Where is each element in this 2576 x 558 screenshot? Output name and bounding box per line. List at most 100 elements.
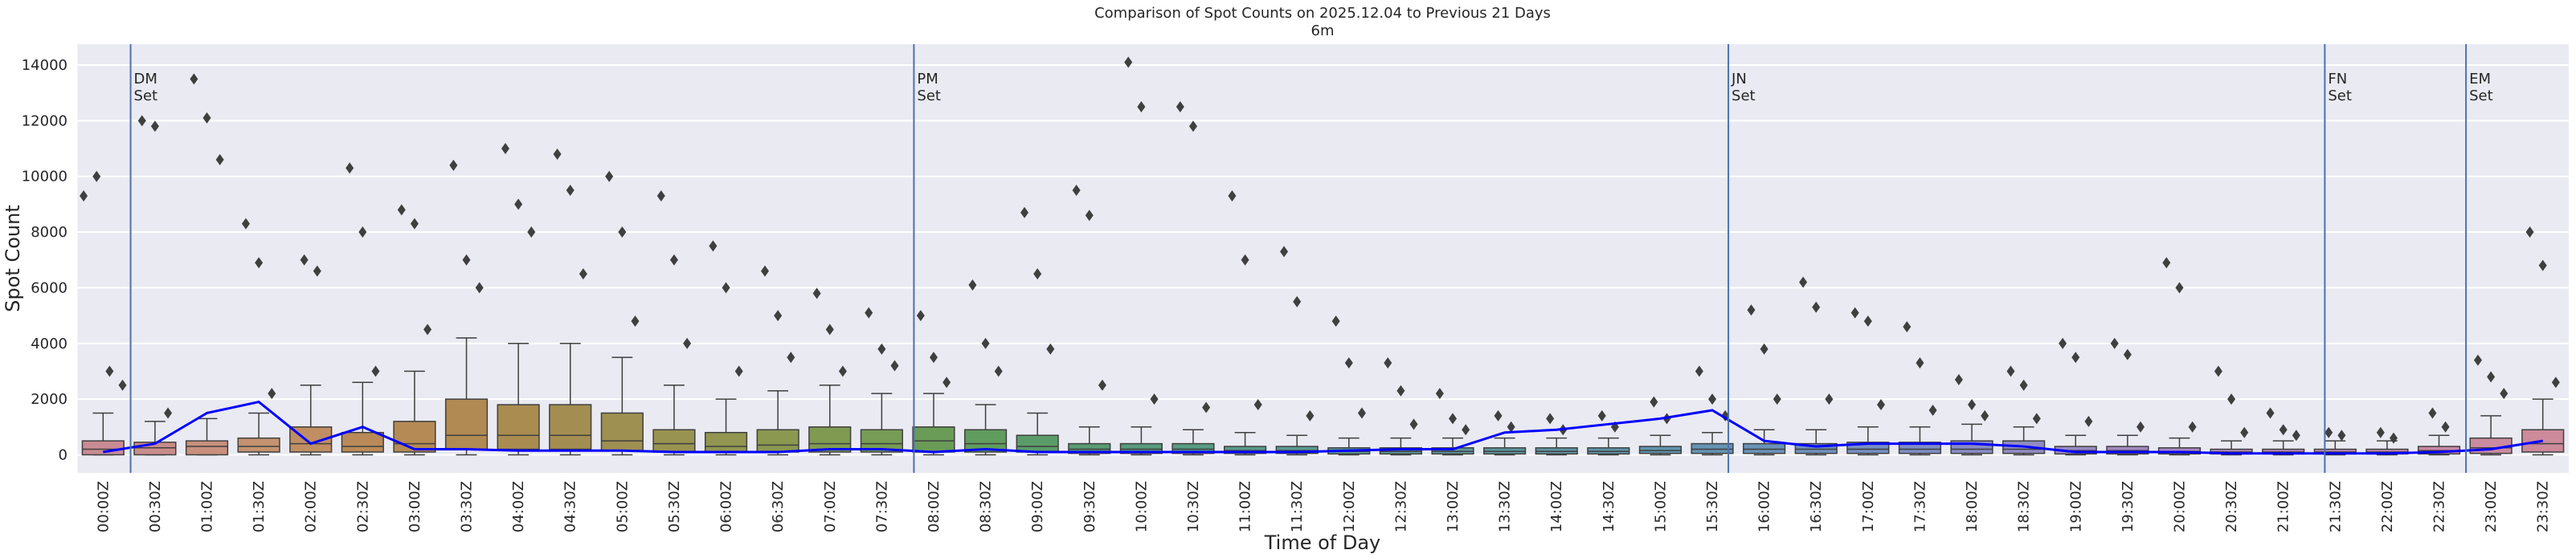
outlier	[734, 365, 743, 377]
annotation: Set	[134, 88, 158, 104]
x-tick-label: 22:30Z	[2431, 481, 2447, 532]
outlier	[1850, 307, 1859, 319]
chart-title: Comparison of Spot Counts on 2025.12.04 …	[1094, 5, 1551, 22]
outlier	[2110, 337, 2119, 349]
outlier	[1098, 379, 1106, 391]
x-tick-label: 05:00Z	[614, 481, 631, 532]
outlier	[1331, 316, 1340, 328]
outlier	[981, 337, 990, 349]
outlier	[1812, 301, 1821, 313]
x-tick-label: 19:00Z	[2067, 481, 2084, 532]
x-tick-label: 07:00Z	[822, 481, 839, 532]
y-tick-label: 14000	[22, 57, 67, 74]
x-tick-label: 18:30Z	[2016, 481, 2033, 532]
outlier	[1507, 421, 1515, 433]
outlier	[1760, 343, 1768, 355]
outlier	[1280, 246, 1289, 258]
x-tick-label: 02:30Z	[354, 481, 371, 532]
outlier	[968, 279, 977, 291]
outlier	[1546, 413, 1555, 425]
x-tick-label: 01:30Z	[251, 481, 268, 532]
outlier	[241, 218, 250, 230]
x-tick-label: 22:00Z	[2379, 481, 2396, 532]
box	[185, 440, 229, 456]
outlier	[1046, 343, 1055, 355]
x-tick-label: 03:30Z	[459, 481, 476, 532]
x-tick-label: 06:00Z	[718, 481, 735, 532]
outlier	[1876, 399, 1885, 411]
outlier	[190, 73, 198, 85]
box	[1898, 442, 1942, 454]
box	[1016, 434, 1059, 453]
outlier	[2473, 354, 2482, 366]
outlier	[2279, 424, 2288, 436]
box	[444, 398, 489, 450]
box	[1275, 446, 1319, 454]
y-tick-label: 10000	[22, 169, 67, 185]
box	[652, 429, 696, 453]
x-tick-label: 12:30Z	[1392, 481, 1409, 532]
outlier	[2428, 407, 2437, 419]
box	[600, 412, 644, 452]
outlier	[1928, 404, 1937, 416]
outlier	[774, 310, 783, 322]
outlier	[150, 120, 159, 132]
chart-subtitle: 6m	[1311, 22, 1335, 39]
x-tick-label: 17:30Z	[1912, 481, 1928, 532]
outlier	[1072, 185, 1081, 197]
outlier	[1747, 304, 1756, 316]
outlier	[2538, 259, 2547, 271]
x-tick-label: 13:00Z	[1445, 481, 1462, 532]
x-tick-label: 04:30Z	[562, 481, 579, 532]
box	[497, 404, 540, 450]
outlier	[1597, 409, 1606, 422]
box	[1224, 446, 1267, 454]
box	[808, 426, 852, 453]
y-tick-label: 4000	[31, 336, 67, 352]
outlier	[605, 170, 614, 182]
outlier	[527, 226, 536, 238]
y-tick-label: 2000	[31, 391, 67, 408]
outlier	[2551, 377, 2560, 389]
x-tick-label: 15:30Z	[1704, 481, 1721, 532]
x-tick-label: 20:00Z	[2171, 481, 2188, 532]
x-tick-label: 18:00Z	[1964, 481, 1981, 532]
x-tick-label: 17:00Z	[1860, 481, 1877, 532]
outlier	[1344, 357, 1353, 369]
outlier	[449, 159, 458, 171]
x-tick-label: 23:30Z	[2535, 481, 2552, 532]
x-tick-label: 16:00Z	[1756, 481, 1773, 532]
outlier	[2071, 352, 2080, 364]
y-tick-label: 12000	[22, 112, 67, 129]
x-tick-label: 12:00Z	[1341, 481, 1358, 532]
outlier	[358, 226, 367, 238]
outlier	[1650, 396, 1658, 408]
y-tick-label: 8000	[31, 224, 67, 241]
annotation: EM	[2469, 71, 2491, 88]
outlier	[1954, 373, 1963, 385]
outlier	[2389, 432, 2398, 444]
outlier	[1188, 120, 1197, 132]
outlier	[2006, 365, 2015, 377]
annotation: Set	[2328, 88, 2352, 104]
x-tick-label: 01:00Z	[199, 481, 216, 532]
outlier	[709, 240, 718, 252]
outlier	[92, 170, 101, 182]
outlier	[1228, 189, 1237, 202]
outlier	[1695, 365, 1703, 377]
outlier	[825, 324, 834, 336]
x-tick-label: 13:30Z	[1497, 481, 1514, 532]
outlier	[1357, 407, 1366, 419]
outlier	[2325, 426, 2333, 438]
outlier	[1708, 393, 1717, 405]
outlier	[1863, 316, 1872, 328]
outlier	[2240, 426, 2249, 438]
outlier	[475, 282, 484, 294]
outlier	[423, 324, 432, 336]
x-tick-label: 10:30Z	[1185, 481, 1202, 532]
outlier	[838, 365, 847, 377]
outlier	[1293, 295, 1302, 308]
outlier	[553, 148, 562, 160]
x-tick-label: 21:00Z	[2275, 481, 2292, 532]
x-tick-label: 02:00Z	[303, 481, 320, 532]
